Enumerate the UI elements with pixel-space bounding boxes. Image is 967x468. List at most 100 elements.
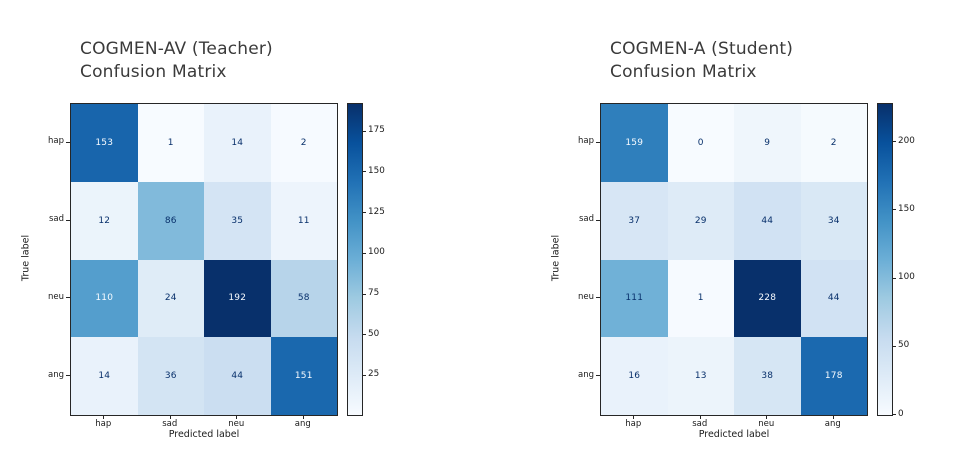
colorbar-tick-mark bbox=[362, 252, 366, 254]
x-tick-label: sad bbox=[162, 419, 178, 429]
x-tick-label: ang bbox=[294, 419, 311, 429]
matrix-cell: 58 bbox=[270, 259, 337, 338]
matrix-cell: 37 bbox=[601, 181, 668, 260]
x-tick-mark bbox=[766, 415, 768, 419]
matrix-cell: 12 bbox=[71, 181, 138, 260]
x-tick-mark bbox=[302, 415, 304, 419]
x-tick-mark bbox=[236, 415, 238, 419]
y-tick-mark bbox=[66, 219, 70, 221]
colorbar-tick-mark bbox=[892, 277, 896, 279]
colorbar-tick-mark bbox=[362, 293, 366, 295]
matrix-cell: 0 bbox=[667, 104, 734, 182]
colorbar-tick-label: 150 bbox=[898, 203, 915, 214]
x-tick-mark bbox=[169, 415, 171, 419]
matrix-cell: 9 bbox=[734, 104, 801, 182]
x-axis-label: Predicted label bbox=[698, 429, 770, 440]
heatmap-axes: 159 0 9 2 37 29 44 34 111 1 228 44 16 13 38 178 bbox=[600, 103, 868, 416]
x-tick-mark bbox=[699, 415, 701, 419]
matrix-cell: 29 bbox=[667, 181, 734, 260]
x-tick-label: hap bbox=[625, 419, 642, 429]
matrix-cell: 1 bbox=[667, 259, 734, 338]
x-tick-label: neu bbox=[758, 419, 775, 429]
matrix-cell: 44 bbox=[204, 337, 271, 415]
colorbar-tick-mark bbox=[362, 212, 366, 214]
matrix-cell: 11 bbox=[270, 181, 337, 260]
colorbar-tick-label: 0 bbox=[898, 408, 904, 419]
y-tick-label: sad bbox=[48, 214, 64, 225]
colorbar-tick-label: 50 bbox=[898, 340, 910, 351]
x-tick-label: hap bbox=[95, 419, 112, 429]
colorbar-tick-label: 125 bbox=[368, 206, 385, 217]
matrix-cell: 111 bbox=[601, 259, 668, 338]
matrix-cell: 44 bbox=[800, 259, 867, 338]
matrix-cell: 24 bbox=[137, 259, 204, 338]
matrix-cell: 228 bbox=[734, 259, 801, 338]
colorbar-tick-label: 175 bbox=[368, 125, 385, 136]
matrix-cell: 2 bbox=[270, 104, 337, 182]
y-tick-mark bbox=[596, 375, 600, 377]
colorbar-tick-mark bbox=[892, 209, 896, 211]
colorbar-tick-label: 25 bbox=[368, 369, 380, 380]
y-tick-mark bbox=[66, 297, 70, 299]
heatmap-axes: 153 1 14 2 12 86 35 11 110 24 192 58 14 36 44 151 bbox=[70, 103, 338, 416]
y-tick-label: neu bbox=[577, 291, 594, 302]
matrix-cell: 36 bbox=[137, 337, 204, 415]
matrix-cell: 14 bbox=[204, 104, 271, 182]
matrix-cell: 110 bbox=[71, 259, 138, 338]
colorbar-tick-mark bbox=[362, 171, 366, 173]
y-tick-mark bbox=[596, 219, 600, 221]
panel-title: COGMEN-A (Student) Confusion Matrix bbox=[610, 39, 794, 83]
colorbar-tick-mark bbox=[892, 141, 896, 143]
y-axis-label: True label bbox=[550, 234, 562, 282]
colorbar-tick-label: 150 bbox=[368, 165, 385, 176]
matrix-cell: 192 bbox=[204, 259, 271, 338]
y-axis-label: True label bbox=[20, 234, 32, 282]
y-tick-mark bbox=[596, 141, 600, 143]
y-tick-label: hap bbox=[578, 136, 594, 147]
y-tick-label: hap bbox=[48, 136, 64, 147]
matrix-cell: 1 bbox=[137, 104, 204, 182]
colorbar-tick-label: 100 bbox=[898, 272, 915, 283]
colorbar bbox=[877, 103, 893, 416]
colorbar-tick-mark bbox=[362, 130, 366, 132]
matrix-cell: 14 bbox=[71, 337, 138, 415]
y-tick-mark bbox=[66, 375, 70, 377]
colorbar-tick-label: 200 bbox=[898, 135, 915, 146]
y-tick-label: ang bbox=[48, 369, 64, 380]
x-tick-label: sad bbox=[692, 419, 708, 429]
matrix-cell: 13 bbox=[667, 337, 734, 415]
x-axis-label: Predicted label bbox=[168, 429, 240, 440]
colorbar-tick-label: 100 bbox=[368, 247, 385, 258]
colorbar-tick-mark bbox=[892, 345, 896, 347]
teacher-confusion-matrix-panel: COGMEN-AV (Teacher) Confusion Matrix Tru… bbox=[0, 0, 483, 468]
x-tick-label: ang bbox=[824, 419, 841, 429]
y-tick-mark bbox=[596, 297, 600, 299]
x-tick-mark bbox=[103, 415, 105, 419]
x-tick-mark bbox=[832, 415, 834, 419]
colorbar-tick-label: 50 bbox=[368, 328, 380, 339]
y-tick-label: ang bbox=[578, 369, 594, 380]
colorbar-tick-mark bbox=[362, 334, 366, 336]
colorbar-tick-label: 75 bbox=[368, 288, 380, 298]
x-tick-label: neu bbox=[228, 419, 245, 429]
matrix-cell: 178 bbox=[800, 337, 867, 415]
x-tick-mark bbox=[633, 415, 635, 419]
colorbar-tick-mark bbox=[892, 414, 896, 415]
heatmap-grid: 159 0 9 2 37 29 44 34 111 1 228 44 16 13 38 178 bbox=[601, 104, 867, 415]
matrix-cell: 35 bbox=[204, 181, 271, 260]
matrix-cell: 34 bbox=[800, 181, 867, 260]
matrix-cell: 151 bbox=[270, 337, 337, 415]
matrix-cell: 38 bbox=[734, 337, 801, 415]
matrix-cell: 44 bbox=[734, 181, 801, 260]
panel-title: COGMEN-AV (Teacher) Confusion Matrix bbox=[80, 39, 273, 83]
matrix-cell: 16 bbox=[601, 337, 668, 415]
matrix-cell: 159 bbox=[601, 104, 668, 182]
matrix-cell: 153 bbox=[71, 104, 138, 182]
student-confusion-matrix-panel: COGMEN-A (Student) Confusion Matrix True… bbox=[530, 0, 967, 468]
heatmap-grid: 153 1 14 2 12 86 35 11 110 24 192 58 14 36 44 151 bbox=[71, 104, 337, 415]
y-tick-label: sad bbox=[578, 214, 594, 225]
matrix-cell: 2 bbox=[800, 104, 867, 182]
y-tick-mark bbox=[66, 141, 70, 143]
colorbar-tick-mark bbox=[362, 374, 366, 376]
